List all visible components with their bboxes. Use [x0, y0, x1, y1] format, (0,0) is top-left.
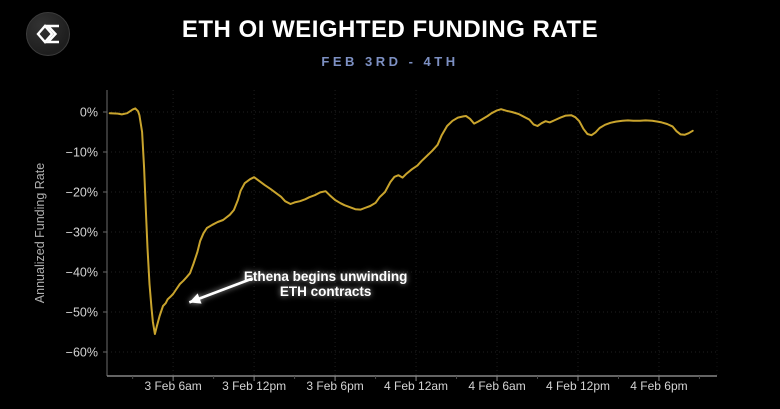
y-tick-label: −30% — [66, 226, 98, 240]
x-tick-label: 3 Feb 6pm — [306, 379, 363, 393]
funding-rate-line — [108, 107, 694, 335]
y-axis-title: Annualized Funding Rate — [33, 163, 47, 303]
x-tick-label: 3 Feb 6am — [144, 379, 201, 393]
y-tick-label: −50% — [66, 306, 98, 320]
x-tick-label: 4 Feb 12pm — [546, 379, 610, 393]
y-tick-label: −20% — [66, 186, 98, 200]
y-tick-label: −60% — [66, 346, 98, 360]
annotation-arrow-shaft — [188, 277, 254, 304]
x-tick-label: 3 Feb 12pm — [222, 379, 286, 393]
y-tick-label: 0% — [80, 106, 98, 120]
sigma-diamond-logo — [26, 12, 70, 56]
page-subtitle: FEB 3RD - 4TH — [321, 54, 459, 69]
y-tick-label: −10% — [66, 146, 98, 160]
annotation-text: Ethena begins unwinding ETH contracts — [244, 269, 408, 299]
annotation-arrow-head — [189, 293, 202, 304]
sigma-diamond-logo-glyph — [36, 24, 59, 44]
x-tick-label: 4 Feb 6pm — [630, 379, 687, 393]
x-tick-label: 4 Feb 12am — [384, 379, 448, 393]
page-title: ETH OI WEIGHTED FUNDING RATE — [181, 16, 599, 43]
x-tick-label: 4 Feb 6am — [468, 379, 525, 393]
y-tick-label: −40% — [66, 266, 98, 280]
annotation: Ethena begins unwinding ETH contracts — [188, 269, 408, 304]
